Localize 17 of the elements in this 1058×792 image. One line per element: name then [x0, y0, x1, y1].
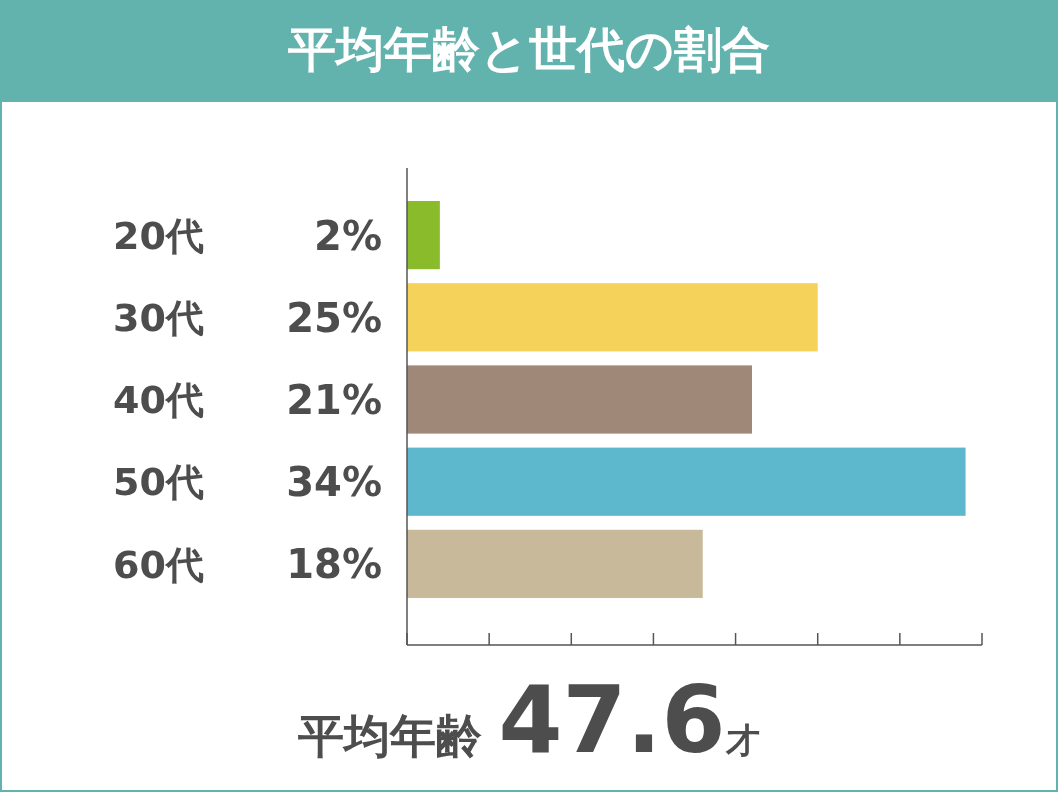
data-label: 25%	[286, 294, 382, 341]
bar	[407, 447, 966, 516]
bar	[407, 283, 818, 352]
bar	[407, 200, 440, 270]
data-label: 2%	[314, 212, 382, 259]
chart-title: 平均年齢と世代の割合	[287, 21, 770, 77]
data-label: 34%	[286, 459, 382, 506]
text: 平均年齢 47.6才	[298, 667, 760, 774]
y-tick-label: 40代	[113, 378, 204, 423]
data-label: 18%	[286, 541, 382, 588]
y-tick-label: 50代	[113, 460, 204, 505]
y-tick-label: 30代	[113, 295, 204, 340]
y-tick-label: 20代	[113, 213, 204, 258]
y-tick-label: 60代	[113, 542, 204, 587]
data-label: 21%	[286, 376, 382, 423]
bar	[407, 365, 752, 434]
bar	[407, 529, 703, 599]
